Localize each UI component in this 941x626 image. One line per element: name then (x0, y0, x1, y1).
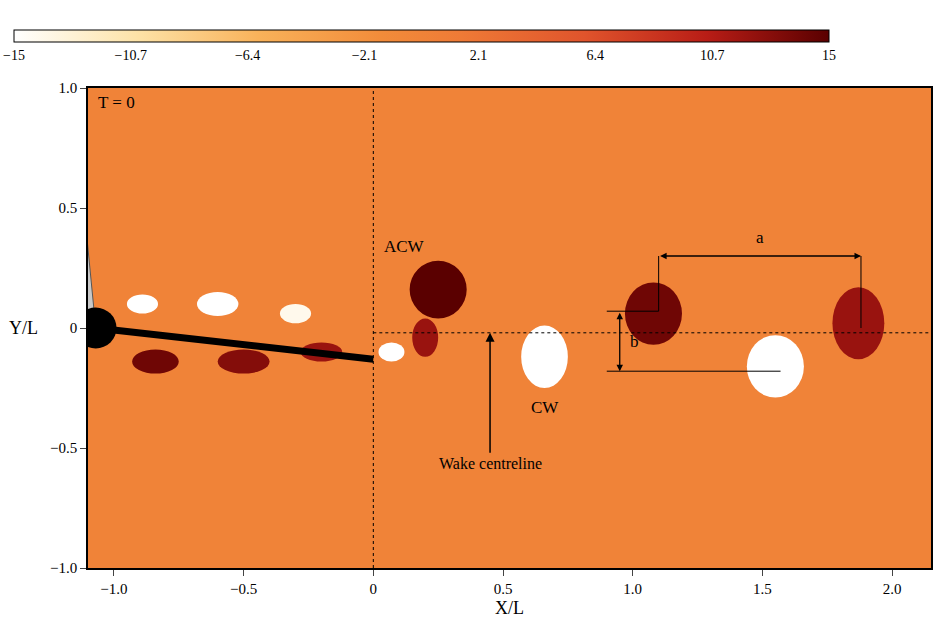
svg-text:−0.5: −0.5 (230, 581, 257, 597)
svg-text:0: 0 (370, 581, 378, 597)
svg-text:0.5: 0.5 (494, 581, 513, 597)
svg-text:−0.5: −0.5 (50, 440, 77, 456)
svg-text:2.0: 2.0 (883, 581, 902, 597)
svg-text:−15: −15 (3, 48, 25, 63)
svg-text:X/L: X/L (495, 598, 524, 618)
svg-text:10.7: 10.7 (700, 48, 725, 63)
svg-text:1.0: 1.0 (623, 581, 642, 597)
svg-text:2.1: 2.1 (470, 48, 488, 63)
svg-text:−2.1: −2.1 (352, 48, 377, 63)
svg-text:15: 15 (822, 48, 836, 63)
svg-text:−1.0: −1.0 (50, 560, 77, 576)
svg-text:−10.7: −10.7 (115, 48, 147, 63)
svg-text:Wake centreline: Wake centreline (439, 455, 542, 472)
svg-text:0: 0 (70, 320, 78, 336)
svg-text:−6.4: −6.4 (235, 48, 260, 63)
svg-text:a: a (756, 228, 764, 247)
svg-text:CW: CW (531, 398, 559, 417)
svg-text:6.4: 6.4 (587, 48, 605, 63)
svg-text:Y/L: Y/L (9, 318, 38, 338)
svg-text:−1.0: −1.0 (100, 581, 127, 597)
svg-text:ACW: ACW (384, 237, 425, 256)
svg-text:0.5: 0.5 (59, 200, 78, 216)
svg-text:T = 0: T = 0 (98, 93, 135, 112)
svg-text:1.0: 1.0 (59, 80, 78, 96)
svg-text:b: b (630, 332, 639, 351)
svg-text:1.5: 1.5 (753, 581, 772, 597)
